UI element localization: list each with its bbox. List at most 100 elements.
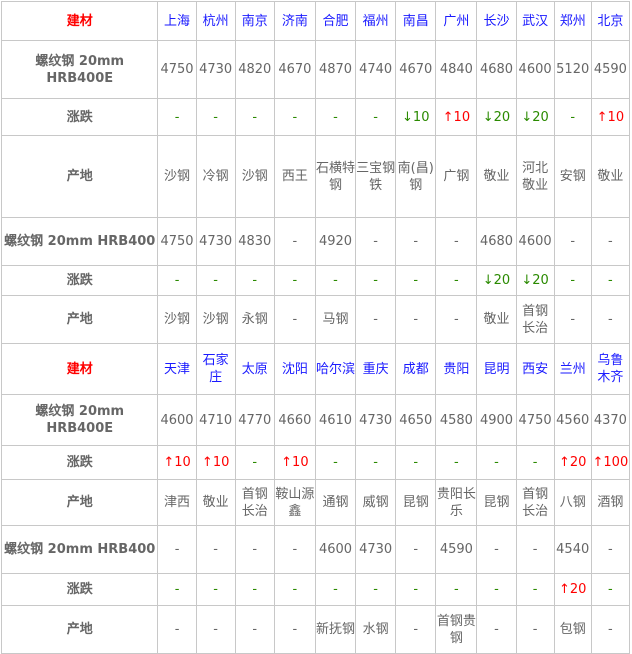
row-label-material: 建材 — [0, 343, 159, 395]
table-cell: ↓20 — [476, 265, 517, 296]
table-row-hrb400e-change: 涨跌 ↑10 ↑10- ↑10- - - - - - ↑20 ↑100 — [0, 445, 631, 480]
table-cell: - — [157, 98, 197, 136]
table-cell: - — [157, 573, 197, 606]
city-header: 成都 — [395, 343, 437, 395]
table-cell: - — [314, 573, 357, 606]
table-cell: 4680 — [476, 40, 517, 99]
table-cell: - — [590, 265, 631, 296]
table-cell: 八钢 — [553, 479, 592, 526]
table-cell: 4750 — [157, 217, 197, 266]
table-cell: 广钢 — [435, 135, 478, 218]
table-cell: - — [314, 445, 357, 480]
table-cell: 首钢贵钢 — [435, 605, 478, 654]
table-cell: 沙钢 — [195, 295, 236, 344]
table-cell: 三宝钢铁 — [355, 135, 397, 218]
city-header: 北京 — [590, 1, 631, 41]
table-cell: 敬业 — [590, 135, 631, 218]
table-cell: 4590 — [435, 525, 478, 574]
city-header: 哈尔滨 — [314, 343, 357, 395]
table-row-cities: 建材 上海 杭州 南京 济南 合肥 福州 南昌 广州 长沙 武汉 郑州 北京 — [0, 1, 631, 41]
city-header: 南昌 — [395, 1, 437, 41]
row-label-change: 涨跌 — [0, 98, 159, 136]
table-cell: 4370 — [590, 394, 631, 446]
table-cell: - — [355, 98, 397, 136]
table-cell: - — [273, 217, 316, 266]
table-cell: ↑10 — [157, 445, 197, 480]
table-cell: 4830 — [234, 217, 275, 266]
city-header: 合肥 — [314, 1, 357, 41]
table-cell: - — [314, 98, 357, 136]
table-cell: - — [157, 605, 197, 654]
table-row-hrb400e-price: 螺纹钢 20mm HRB400E 4600 4710 4770 4660 4610 4730… — [0, 394, 631, 446]
table-cell: - — [355, 265, 397, 296]
table-cell: ↓20 — [515, 265, 555, 296]
table-cell: - — [515, 573, 555, 606]
table-cell: - — [157, 265, 197, 296]
table-cell: 通钢 — [314, 479, 357, 526]
table-cell: - — [515, 605, 555, 654]
city-header: 石家庄 — [195, 343, 236, 395]
table-cell: 4820 — [234, 40, 275, 99]
table-cell: 西王 — [273, 135, 316, 218]
table-cell: 4730 — [195, 40, 236, 99]
table-cell: 4590 — [590, 40, 631, 99]
table-cell: - — [515, 525, 555, 574]
table-cell: ↑20 — [553, 573, 592, 606]
table-row-hrb400e-origin: 产地 沙钢 冷钢 沙钢 西王 石横特钢 三宝钢铁 南(昌)钢 广钢 敬业 河北敬业 安钢 敬业 — [0, 135, 631, 218]
table-cell: ↑10 — [273, 445, 316, 480]
city-header: 南京 — [234, 1, 275, 41]
table-cell: - — [590, 295, 631, 344]
table-cell: 4560 — [553, 394, 592, 446]
table-cell: ↓10 — [395, 98, 437, 136]
table-cell: 4730 — [355, 525, 397, 574]
table-cell: 昆钢 — [395, 479, 437, 526]
table-cell: - — [553, 217, 592, 266]
table-cell: - — [395, 295, 437, 344]
table-cell: 4660 — [273, 394, 316, 446]
table-cell: 4870 — [314, 40, 357, 99]
table-cell: - — [234, 265, 275, 296]
table-cell: 永钢 — [234, 295, 275, 344]
city-header: 福州 — [355, 1, 397, 41]
table-cell: 4750 — [515, 394, 555, 446]
table-cell: - — [234, 445, 275, 480]
table-cell: - — [435, 295, 478, 344]
table-cell: 水钢 — [355, 605, 397, 654]
table-cell: - — [355, 217, 397, 266]
table-cell: 昆钢 — [476, 479, 517, 526]
table-cell: 4540 — [553, 525, 592, 574]
table-cell: 4710 — [195, 394, 236, 446]
row-label-change: 涨跌 — [0, 573, 159, 606]
table-row-hrb400e-price: 螺纹钢 20mm HRB400E 4750 4730 4820 4670 4870 4740… — [0, 40, 631, 99]
table-cell: - — [273, 573, 316, 606]
table-cell: 敬业 — [195, 479, 236, 526]
table-cell: - — [435, 265, 478, 296]
row-label-origin: 产地 — [0, 295, 159, 344]
row-label-origin: 产地 — [0, 605, 159, 654]
row-label-spec: 螺纹钢 20mm HRB400 — [0, 525, 159, 574]
table-cell: - — [355, 573, 397, 606]
table-cell: 4600 — [515, 40, 555, 99]
table-cell: 敬业 — [476, 295, 517, 344]
table-cell: 4670 — [395, 40, 437, 99]
city-header: 郑州 — [553, 1, 592, 41]
city-header: 重庆 — [355, 343, 397, 395]
city-header: 昆明 — [476, 343, 517, 395]
table-cell: 4580 — [435, 394, 478, 446]
table-cell: ↑20 — [553, 445, 592, 480]
city-header: 上海 — [157, 1, 197, 41]
table-cell: - — [195, 525, 236, 574]
table-cell: - — [234, 98, 275, 136]
table-cell: - — [435, 573, 478, 606]
row-label-origin: 产地 — [0, 479, 159, 526]
table-cell: - — [395, 265, 437, 296]
table-cell: - — [195, 98, 236, 136]
table-cell: 包钢 — [553, 605, 592, 654]
table-row-hrb400-origin: 产地 - - - - 新抚钢 水钢 - 首钢贵钢 - - 包钢 - — [0, 605, 631, 654]
table-cell: 沙钢 — [157, 135, 197, 218]
table-cell: - — [273, 525, 316, 574]
table-cell: - — [395, 525, 437, 574]
city-header: 西安 — [515, 343, 555, 395]
table-cell: - — [195, 265, 236, 296]
